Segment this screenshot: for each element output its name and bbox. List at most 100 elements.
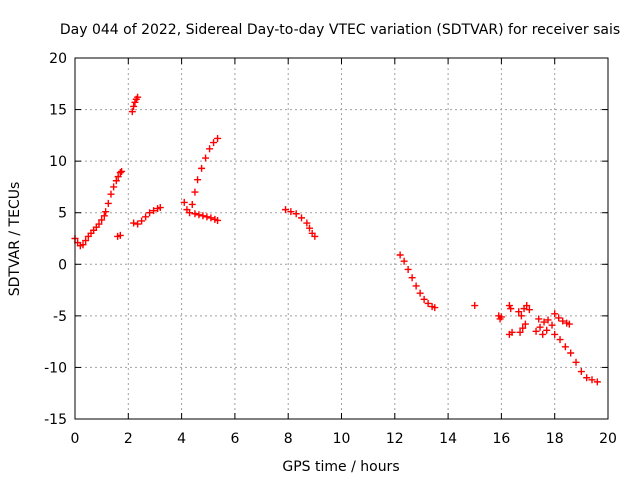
data-point	[79, 241, 87, 249]
data-point	[206, 145, 214, 153]
data-point	[412, 282, 420, 290]
data-point	[131, 98, 139, 106]
data-point	[516, 328, 524, 336]
data-point	[536, 323, 544, 331]
data-point	[303, 219, 311, 227]
data-point	[95, 220, 103, 228]
series-seg2	[102, 167, 126, 216]
y-tick-label: 0	[58, 257, 67, 273]
data-point	[203, 213, 211, 221]
data-point	[142, 213, 150, 221]
data-point	[539, 330, 547, 338]
data-point	[544, 316, 552, 324]
data-point	[400, 257, 408, 265]
x-tick-label: 4	[177, 431, 186, 447]
data-point	[282, 206, 290, 214]
series-seg6	[180, 134, 222, 217]
data-point	[102, 208, 110, 216]
data-point	[420, 295, 428, 303]
data-point	[515, 308, 523, 316]
y-tick-label: 5	[58, 206, 67, 222]
data-point	[191, 188, 199, 196]
x-tick-label: 16	[492, 431, 510, 447]
data-point	[306, 224, 314, 232]
data-point	[567, 349, 575, 357]
series-seg16	[551, 330, 601, 386]
data-point	[505, 330, 513, 338]
series-seg5	[130, 204, 164, 228]
data-point	[556, 336, 564, 344]
x-tick-label: 10	[333, 431, 351, 447]
y-axis-label: SDTVAR / TECUs	[7, 182, 23, 297]
data-point	[107, 190, 115, 198]
series-seg13	[515, 302, 533, 336]
data-point	[551, 330, 559, 338]
data-point	[497, 313, 505, 321]
y-tick-label: -10	[44, 360, 67, 376]
data-point	[134, 93, 142, 101]
data-point	[408, 274, 416, 282]
series-seg1	[71, 212, 108, 250]
data-point	[505, 302, 513, 310]
data-point	[214, 134, 222, 142]
x-tick-label: 20	[599, 431, 617, 447]
chart-title: Day 044 of 2022, Sidereal Day-to-day VTE…	[60, 22, 620, 38]
data-point	[198, 164, 206, 172]
data-point	[116, 231, 124, 239]
data-point	[298, 214, 306, 222]
series-seg8	[282, 206, 319, 240]
data-point	[112, 177, 120, 185]
data-point	[186, 209, 194, 217]
data-point	[517, 312, 525, 320]
data-point	[114, 173, 122, 181]
data-point	[593, 378, 601, 386]
data-point	[588, 376, 596, 384]
data-point	[100, 212, 108, 220]
data-point	[555, 314, 563, 322]
data-point	[188, 200, 196, 208]
series-seg15	[551, 310, 573, 328]
data-point	[519, 324, 527, 332]
data-point	[118, 167, 126, 175]
data-point	[195, 211, 203, 219]
data-point	[287, 208, 295, 216]
data-point	[431, 304, 439, 312]
x-tick-label: 12	[386, 431, 404, 447]
data-point	[561, 343, 569, 351]
plot-frame	[74, 57, 609, 420]
data-point	[551, 310, 559, 318]
data-point	[130, 219, 138, 227]
x-tick-label: 2	[124, 431, 133, 447]
data-point	[207, 214, 215, 222]
data-point	[128, 108, 136, 116]
data-points	[71, 93, 601, 386]
data-point	[521, 320, 529, 328]
x-axis-label: GPS time / hours	[282, 459, 399, 475]
y-tick-label: -5	[53, 309, 67, 325]
data-point	[82, 237, 90, 245]
data-point	[540, 318, 548, 326]
x-tick-label: 8	[284, 431, 293, 447]
data-point	[146, 209, 154, 217]
data-point	[138, 217, 146, 225]
data-point	[210, 139, 218, 147]
data-point	[577, 368, 585, 376]
data-point	[396, 251, 404, 259]
data-point	[548, 321, 556, 329]
data-point	[416, 289, 424, 297]
data-point	[116, 168, 124, 176]
data-point	[98, 216, 106, 224]
data-point	[110, 183, 118, 191]
data-point	[311, 232, 319, 240]
x-tick-label: 0	[71, 431, 80, 447]
data-point	[130, 102, 138, 110]
grid	[75, 58, 608, 419]
x-tick-label: 6	[230, 431, 239, 447]
series-seg14	[532, 315, 556, 338]
series-seg10	[471, 302, 479, 310]
data-point	[292, 210, 300, 218]
y-tick-label: 20	[49, 51, 67, 67]
data-point	[535, 315, 543, 323]
y-tick-label: 15	[49, 103, 67, 119]
data-point	[214, 216, 222, 224]
